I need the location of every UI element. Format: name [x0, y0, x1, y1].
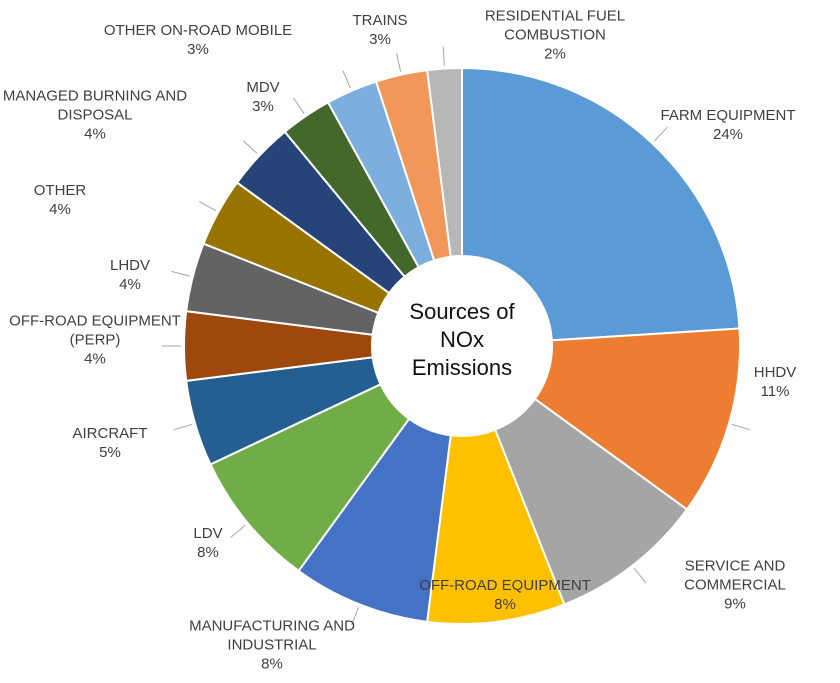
category-label: RESIDENTIAL FUEL COMBUSTION [484, 7, 626, 44]
value-label: 4% [119, 276, 141, 293]
leader-line [171, 270, 190, 277]
category-label: AIRCRAFT [72, 425, 148, 442]
value-label: 8% [494, 596, 516, 613]
leader-line [173, 423, 193, 431]
category-label: OFF-ROAD EQUIPMENT [419, 577, 591, 594]
category-label: SERVICE AND COMMERCIAL [684, 557, 786, 594]
category-label: MANAGED BURNING AND DISPOSAL [2, 87, 188, 124]
leader-line [292, 97, 305, 114]
slice-label: LHDV 4% [35, 256, 225, 294]
leader-line [396, 53, 402, 72]
slice-label: OFF-ROAD EQUIPMENT (PERP) 4% [0, 312, 190, 369]
value-label: 11% [760, 383, 790, 400]
slice-label: TRAINS 3% [285, 11, 475, 49]
chart-title: Sources of NOx Emissions [409, 299, 515, 380]
leader-line [731, 423, 751, 431]
slice-label: FARM EQUIPMENT 24% [633, 106, 823, 144]
leader-line [342, 70, 351, 89]
value-label: 9% [724, 595, 746, 613]
slice [493, 397, 689, 606]
slice-label: RESIDENTIAL FUEL COMBUSTION 2% [460, 7, 650, 64]
slice-label: OFF-ROAD EQUIPMENT 8% [410, 576, 600, 614]
category-label: HHDV [753, 364, 797, 381]
leader-line [230, 524, 246, 538]
slice-label: LDV 8% [113, 524, 303, 562]
slice-label: HHDV 11% [680, 363, 840, 401]
leader-line [633, 567, 647, 584]
category-label: LHDV [109, 257, 150, 274]
leader-line [653, 126, 668, 142]
value-label: 24% [712, 126, 744, 143]
leader-line [242, 140, 258, 155]
category-label: MANUFACTURING AND INDUSTRIAL [189, 617, 355, 654]
category-label: MDV [246, 79, 280, 96]
slice [426, 66, 463, 258]
slice-label: SERVICE AND COMMERCIAL 9% [640, 557, 830, 614]
category-label: OTHER ON-ROAD MOBILE [103, 22, 293, 39]
leader-line [198, 201, 216, 212]
slice-label: OTHER 4% [0, 181, 155, 219]
value-label: 2% [544, 45, 566, 63]
value-label: 4% [84, 125, 106, 143]
slice-label: AIRCRAFT 5% [15, 424, 205, 462]
slice [461, 66, 741, 342]
value-label: 4% [49, 201, 71, 218]
slice [426, 428, 566, 625]
category-label: OFF-ROAD EQUIPMENT (PERP) [9, 312, 181, 349]
category-label: OTHER [33, 182, 87, 199]
slice [297, 417, 452, 623]
slice-label: MDV 3% [168, 78, 358, 116]
slice [533, 327, 741, 511]
slice-label: OTHER ON-ROAD MOBILE 3% [103, 21, 293, 59]
category-label: FARM EQUIPMENT [660, 107, 796, 124]
leader-line [442, 46, 445, 66]
category-label: TRAINS [352, 12, 408, 29]
slice-label: MANAGED BURNING AND DISPOSAL 4% [0, 87, 190, 144]
value-label: 4% [84, 350, 106, 368]
value-label: 8% [261, 655, 283, 673]
value-label: 3% [369, 31, 391, 48]
slice [209, 382, 411, 573]
leader-line [351, 607, 360, 626]
slice-label: MANUFACTURING AND INDUSTRIAL 8% [177, 617, 367, 674]
category-label: LDV [193, 525, 223, 542]
value-label: 3% [252, 98, 274, 115]
value-label: 5% [99, 444, 121, 461]
value-label: 3% [187, 41, 209, 58]
value-label: 8% [197, 544, 219, 561]
